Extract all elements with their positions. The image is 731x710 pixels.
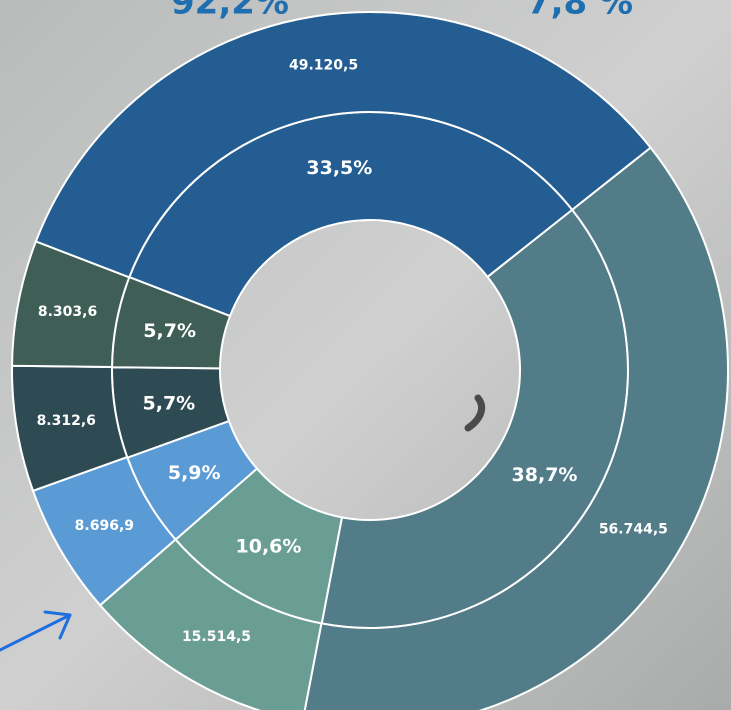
segment-label: 8.696,9 — [75, 518, 134, 534]
segment-label: 33,5% — [306, 157, 372, 179]
segment-label: 5,7% — [143, 320, 196, 342]
segment-label: 10,6% — [236, 535, 302, 557]
segment-label: 8.312,6 — [37, 413, 96, 429]
segment-label: 15.514,5 — [182, 629, 251, 645]
segment-label: 38,7% — [512, 464, 578, 486]
segment-label: 56.744,5 — [599, 522, 668, 538]
segment — [303, 146, 729, 710]
arrow — [0, 610, 72, 652]
headline-right: 7,8 % — [527, 0, 633, 23]
segment-label: 8.303,6 — [38, 304, 97, 320]
segment-label: 49.120,5 — [289, 58, 358, 74]
sunburst: 38,7% 10,6% 5,9% 5,7% 5,7% 33,5% 56.744,5 15.51… — [11, 11, 729, 710]
segment-label: 5,9% — [168, 462, 221, 484]
segment-label: 5,7% — [143, 393, 196, 415]
segment — [34, 11, 652, 279]
headline-left: 92,2% — [171, 0, 289, 23]
cursor-icon — [464, 394, 486, 432]
